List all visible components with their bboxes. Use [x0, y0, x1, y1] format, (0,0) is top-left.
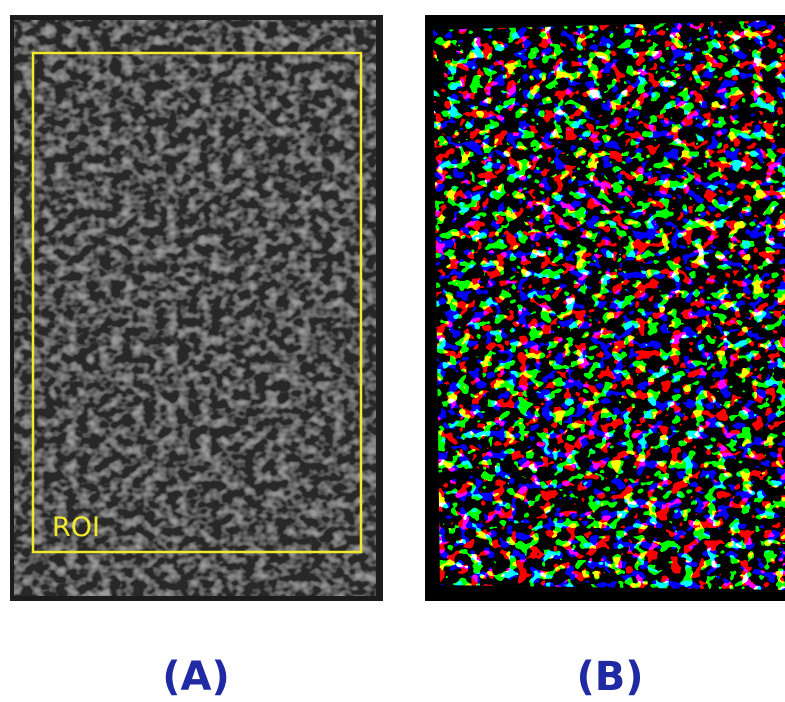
- panel-label: (A): [162, 654, 230, 700]
- figure: ROI (A) (B): [0, 0, 785, 702]
- binary-image: [425, 15, 785, 601]
- panel-b: [425, 15, 785, 601]
- grayscale-image: [14, 20, 376, 596]
- roi-label: ROI: [52, 512, 100, 543]
- panel-a: ROI: [10, 15, 383, 601]
- panel-label: (B): [576, 654, 643, 700]
